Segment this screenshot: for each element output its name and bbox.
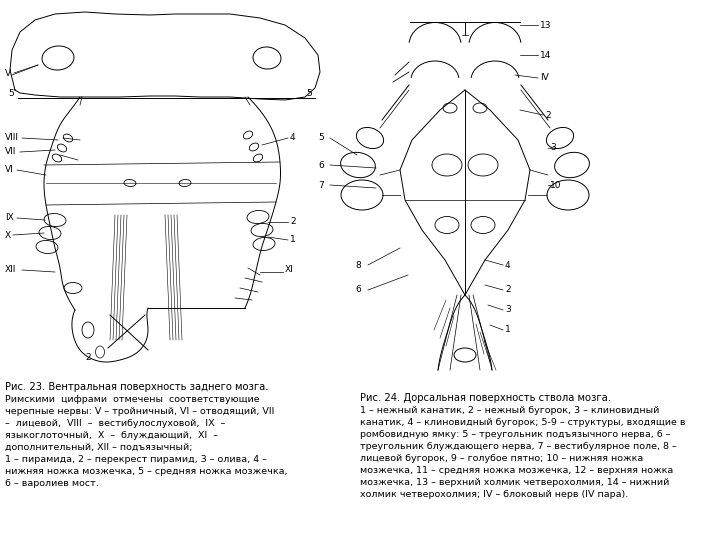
Text: 2: 2 xyxy=(85,354,91,362)
Text: 3: 3 xyxy=(550,144,556,152)
Text: VIII: VIII xyxy=(5,133,19,143)
Text: 7: 7 xyxy=(318,180,324,190)
Text: 6: 6 xyxy=(355,286,361,294)
Text: 14: 14 xyxy=(540,51,552,59)
Text: 6: 6 xyxy=(318,160,324,170)
Text: 3: 3 xyxy=(505,306,510,314)
Text: Рис. 23. Вентральная поверхность заднего мозга.: Рис. 23. Вентральная поверхность заднего… xyxy=(5,382,269,392)
Text: треугольник блуждающего нерва, 7 – вестибулярное поле, 8 –: треугольник блуждающего нерва, 7 – вести… xyxy=(360,442,677,451)
Text: лицевой бугорок, 9 – голубое пятно; 10 – нижняя ножка: лицевой бугорок, 9 – голубое пятно; 10 –… xyxy=(360,454,643,463)
Text: Римскими  цифрами  отмечены  соответствующие: Римскими цифрами отмечены соответствующи… xyxy=(5,395,260,404)
Text: 10: 10 xyxy=(550,180,562,190)
Text: –  лицевой,  VIII  –  вестибулослуховой,  IX  –: – лицевой, VIII – вестибулослуховой, IX … xyxy=(5,419,225,428)
Text: черепные нервы: V – тройничный, VI – отводящий, VII: черепные нервы: V – тройничный, VI – отв… xyxy=(5,407,274,416)
Text: IX: IX xyxy=(5,213,14,222)
Text: 5: 5 xyxy=(318,133,324,143)
Text: VI: VI xyxy=(5,165,14,174)
Text: 5: 5 xyxy=(8,89,14,98)
Text: 4: 4 xyxy=(505,260,510,269)
Text: IV: IV xyxy=(540,73,549,83)
Text: X: X xyxy=(5,231,11,240)
Text: 4: 4 xyxy=(290,133,296,143)
Text: 2: 2 xyxy=(505,286,510,294)
Text: 1: 1 xyxy=(290,235,296,245)
Text: мозжечка, 11 – средняя ножка мозжечка, 12 – верхняя ножка: мозжечка, 11 – средняя ножка мозжечка, 1… xyxy=(360,466,673,475)
Text: нижняя ножка мозжечка, 5 – средняя ножка мозжечка,: нижняя ножка мозжечка, 5 – средняя ножка… xyxy=(5,467,287,476)
Text: 1: 1 xyxy=(505,326,510,334)
Text: мозжечка, 13 – верхний холмик четверохолмия, 14 – нижний: мозжечка, 13 – верхний холмик четверохол… xyxy=(360,478,670,487)
Text: V: V xyxy=(5,69,11,78)
Text: Рис. 24. Дорсальная поверхность ствола мозга.: Рис. 24. Дорсальная поверхность ствола м… xyxy=(360,393,611,403)
Text: канатик, 4 – клиновидный бугорок; 5-9 – структуры, входящие в: канатик, 4 – клиновидный бугорок; 5-9 – … xyxy=(360,418,685,427)
Text: 6 – варолиев мост.: 6 – варолиев мост. xyxy=(5,479,99,488)
Text: 8: 8 xyxy=(355,260,361,269)
Text: ромбовидную ямку: 5 – треугольник подъязычного нерва, 6 –: ромбовидную ямку: 5 – треугольник подъяз… xyxy=(360,430,670,439)
Text: 13: 13 xyxy=(540,21,552,30)
Text: холмик четверохолмия; IV – блоковый нерв (IV пара).: холмик четверохолмия; IV – блоковый нерв… xyxy=(360,490,629,499)
Text: языкоглоточный,  X  –  блуждающий,  XI  –: языкоглоточный, X – блуждающий, XI – xyxy=(5,431,218,440)
Text: VII: VII xyxy=(5,147,17,157)
Text: 1 – нежный канатик, 2 – нежный бугорок, 3 – клиновидный: 1 – нежный канатик, 2 – нежный бугорок, … xyxy=(360,406,660,415)
Text: 5: 5 xyxy=(306,89,312,98)
Text: 1 – пирамида, 2 – перекрест пирамид, 3 – олива, 4 –: 1 – пирамида, 2 – перекрест пирамид, 3 –… xyxy=(5,455,267,464)
Text: дополнительный, XII – подъязычный;: дополнительный, XII – подъязычный; xyxy=(5,443,192,452)
Text: 2: 2 xyxy=(545,111,551,119)
Text: 2: 2 xyxy=(290,218,296,226)
Text: XII: XII xyxy=(5,266,17,274)
Text: XI: XI xyxy=(285,266,294,274)
